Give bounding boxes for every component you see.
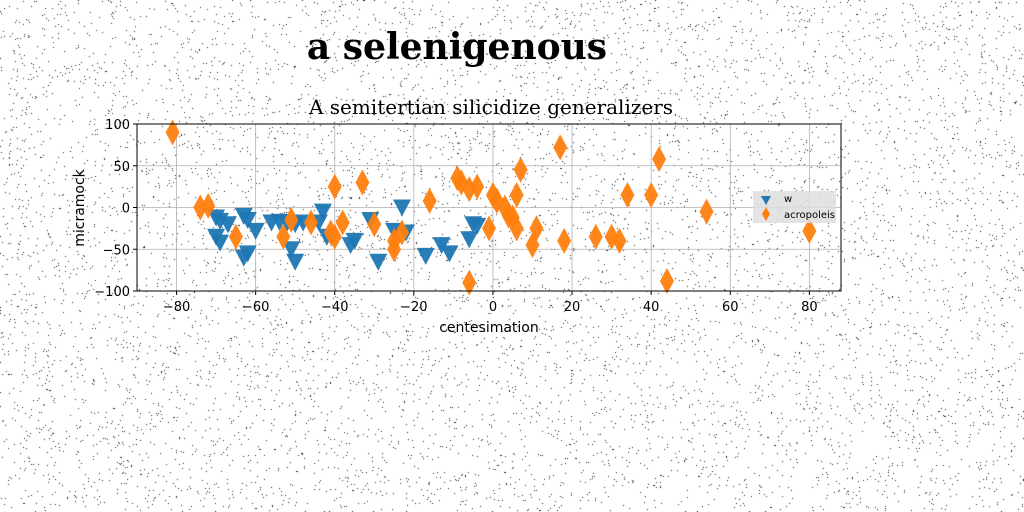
x-tick-label: −60 (242, 300, 269, 315)
data-point-acropoleis (620, 181, 635, 208)
data-point-acropoleis (422, 187, 437, 214)
data-point-w (460, 231, 479, 249)
x-tick-label: 0 (489, 300, 497, 315)
data-point-acropoleis (165, 119, 180, 146)
data-point-acropoleis (335, 209, 350, 236)
data-point-acropoleis (304, 209, 319, 236)
data-point-acropoleis (513, 156, 528, 183)
data-point-w (313, 203, 332, 221)
y-axis-label: micramock (72, 168, 88, 246)
data-point-w (468, 217, 487, 235)
x-tick-label: 20 (564, 300, 581, 315)
legend: w acropoleis (753, 191, 836, 223)
data-point-w (218, 216, 237, 234)
data-point-acropoleis (228, 223, 243, 250)
data-point-acropoleis (462, 269, 477, 296)
data-point-acropoleis (509, 215, 524, 242)
grid-lines (137, 123, 841, 292)
x-axis-label: centesimation (439, 320, 539, 336)
legend-marker-w (761, 196, 771, 205)
y-tick-label: 0 (122, 202, 130, 217)
y-axis-ticks: −100 −50 0 50 100 (94, 118, 137, 300)
data-point-acropoleis (644, 181, 659, 208)
y-tick-label: −50 (103, 243, 130, 258)
data-point-acropoleis (612, 227, 627, 254)
x-tick-label: −20 (400, 300, 427, 315)
data-point-acropoleis (482, 215, 496, 242)
data-point-acropoleis (394, 219, 409, 246)
data-series (165, 119, 817, 296)
data-point-acropoleis (699, 198, 714, 225)
data-point-w (392, 199, 411, 217)
x-tick-label: −40 (321, 300, 348, 315)
y-tick-label: −100 (94, 285, 130, 300)
x-tick-label: 60 (722, 300, 739, 315)
series-acropoleis (165, 119, 817, 296)
data-point-acropoleis (327, 173, 342, 200)
data-point-acropoleis (553, 134, 568, 161)
data-point-acropoleis (201, 192, 216, 219)
data-point-acropoleis (652, 146, 667, 173)
data-point-w (286, 253, 305, 271)
y-tick-label: 100 (105, 118, 130, 133)
data-point-w (440, 245, 459, 263)
data-point-w (416, 247, 435, 265)
chart-title: A semitertian silicidize generalizers (308, 95, 673, 119)
x-axis-ticks: −80 −60 −40 −20 0 20 40 60 80 (163, 291, 818, 315)
data-point-acropoleis (367, 211, 382, 238)
figure-suptitle: a selenigenous (306, 26, 608, 68)
data-point-acropoleis (588, 223, 603, 250)
x-tick-label: −80 (163, 300, 190, 315)
series-w (207, 199, 487, 271)
y-tick-label: 50 (113, 160, 130, 175)
data-point-w (211, 234, 230, 252)
data-point-acropoleis (193, 194, 208, 221)
data-point-acropoleis (327, 223, 342, 250)
data-point-acropoleis (529, 215, 544, 242)
data-point-acropoleis (284, 207, 299, 234)
plot-area-frame (136, 123, 842, 292)
data-point-acropoleis (470, 173, 485, 200)
data-point-acropoleis (509, 181, 524, 208)
x-tick-label: 80 (801, 300, 818, 315)
data-point-w (282, 241, 301, 259)
data-point-acropoleis (557, 227, 572, 254)
data-point-w (238, 245, 257, 263)
data-point-w (345, 232, 364, 250)
data-point-w (369, 253, 388, 271)
legend-label-acropoleis: acropoleis (784, 210, 835, 221)
legend-marker-acropoleis (762, 207, 770, 221)
data-point-acropoleis (659, 267, 674, 294)
legend-label-w: w (784, 194, 792, 205)
data-point-w (238, 212, 257, 230)
data-point-acropoleis (276, 223, 291, 250)
x-tick-label: 40 (643, 300, 660, 315)
data-point-acropoleis (802, 217, 817, 244)
data-point-w (246, 222, 265, 240)
data-point-acropoleis (355, 169, 370, 196)
